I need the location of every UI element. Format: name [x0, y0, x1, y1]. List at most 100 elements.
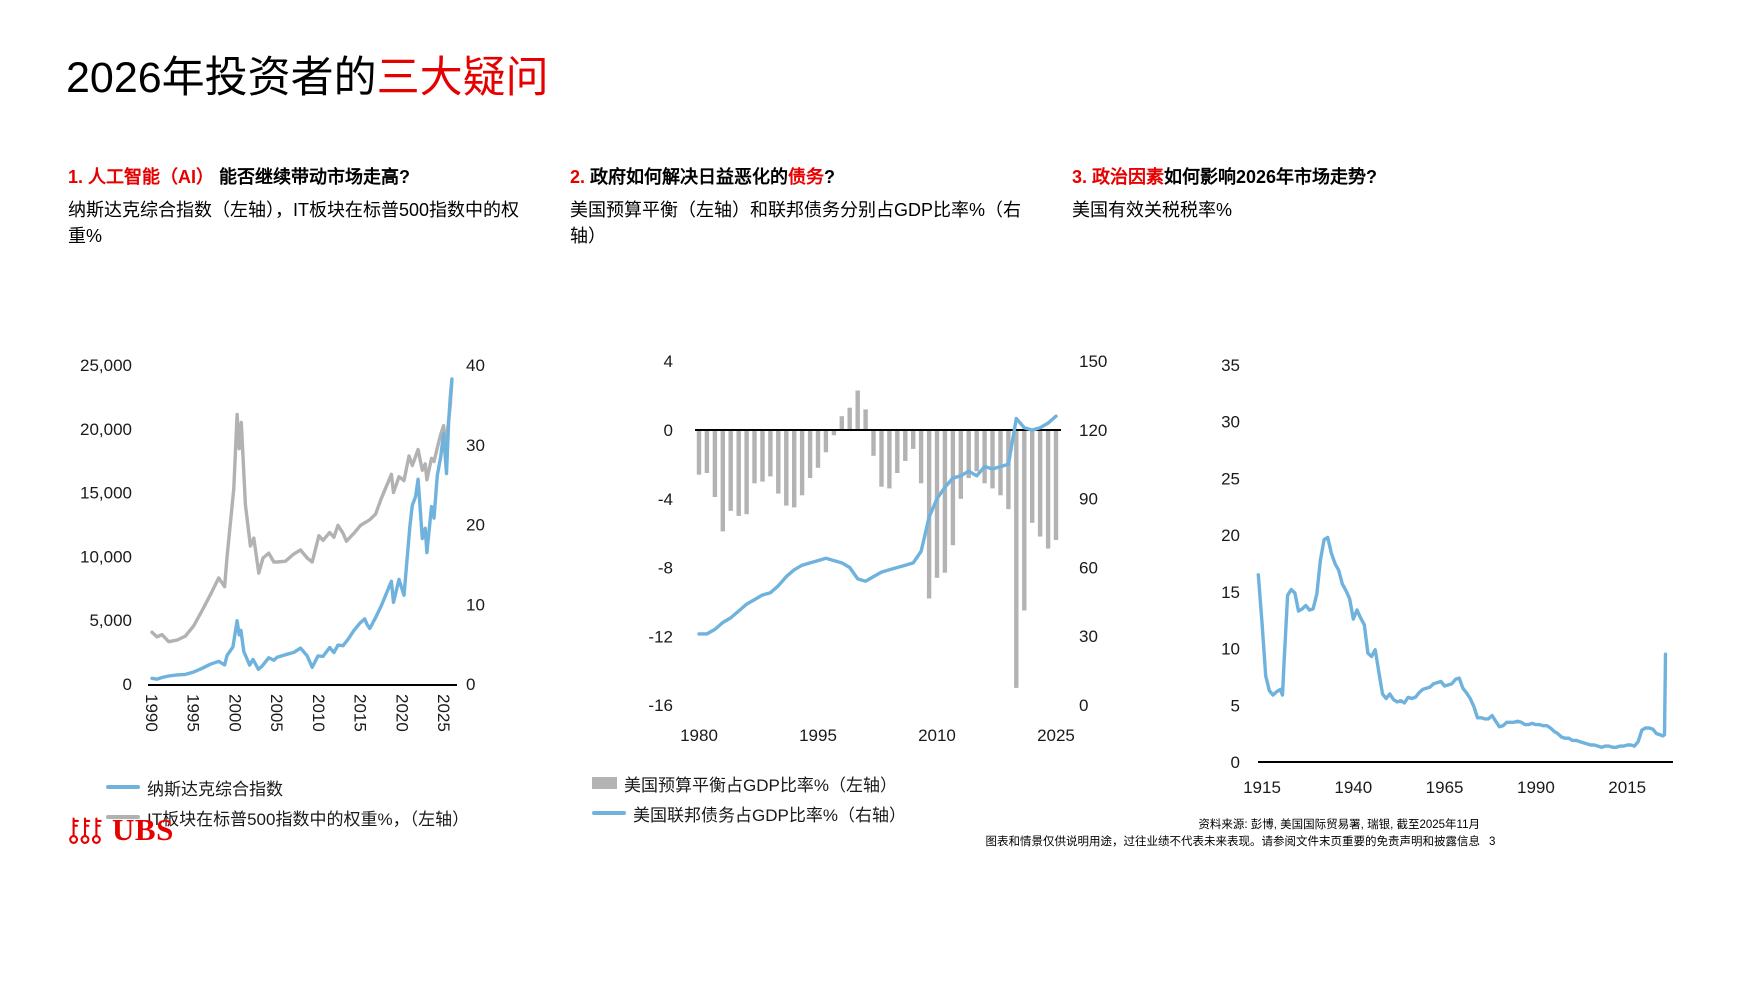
budget-bar [855, 390, 860, 430]
x-axis-tick: 1915 [1243, 778, 1281, 797]
disclaimer-line: 图表和情景仅供说明用途，过往业绩不代表未来表现。请参阅文件末页重要的免责声明和披… [985, 835, 1481, 848]
budget-bar [1022, 430, 1027, 611]
budget-bar [807, 430, 813, 479]
heading-black-part: 能否继续带动市场走高? [214, 167, 411, 187]
chart1-legend: 纳斯达克综合指数 IT板块在标普500指数中的权重%，（左轴） [106, 772, 469, 832]
budget-bar [760, 430, 765, 482]
budget-bar [903, 430, 908, 461]
budget-bar [911, 430, 916, 449]
legend-item: 美国预算平衡占GDP比率%（左轴） [592, 768, 906, 798]
budget-bar [982, 430, 987, 484]
ubs-logo: UBS [66, 812, 174, 848]
x-axis-tick: 2015 [1608, 778, 1646, 797]
right-axis-tick: 60 [1079, 558, 1098, 577]
x-axis-tick: 2020 [392, 694, 411, 732]
right-axis-tick: 30 [466, 436, 485, 455]
legend-label: IT板块在标普500指数中的权重%，（左轴） [147, 809, 470, 829]
budget-bar [823, 430, 829, 453]
y-axis-tick: 15 [1221, 583, 1240, 602]
y-axis-tick: 20 [1221, 526, 1240, 545]
budget-bar [752, 430, 757, 484]
nasdaq-line [150, 377, 454, 681]
right-axis-tick: 40 [466, 356, 485, 375]
budget-bar [696, 430, 702, 475]
x-axis-tick: 1980 [680, 726, 718, 745]
budget-bar [831, 430, 837, 436]
left-axis-tick: 0 [664, 421, 673, 440]
budget-bar [799, 430, 805, 496]
budget-bar [728, 430, 733, 511]
budget-bar [950, 430, 956, 546]
x-axis-tick: 1940 [1334, 778, 1372, 797]
budget-bar [720, 430, 725, 532]
x-axis-tick: 2005 [267, 694, 286, 732]
x-axis-tick: 1995 [799, 726, 837, 745]
x-axis-tick: 2015 [351, 694, 370, 732]
left-axis-tick: 15,000 [80, 484, 132, 503]
legend-item: IT板块在标普500指数中的权重%，（左轴） [106, 802, 469, 832]
y-axis-tick: 0 [1231, 753, 1240, 772]
budget-bar [736, 430, 741, 516]
legend-label: 美国联邦债务占GDP比率%（右轴） [633, 805, 906, 825]
x-axis-tick: 1990 [1517, 778, 1555, 797]
title-black-part: 2026年投资者的 [66, 54, 377, 102]
it-weight-line [150, 379, 454, 644]
left-axis-tick: 0 [123, 675, 132, 694]
page-number: 3 [1489, 836, 1496, 848]
budget-bar [839, 416, 844, 430]
budget-bar [879, 430, 884, 487]
left-axis-tick: 5,000 [89, 611, 132, 630]
section-subtitle: 美国预算平衡（左轴）和联邦债务分别占GDP比率%（右轴） [570, 200, 1022, 246]
x-axis-tick: 2025 [434, 694, 453, 732]
right-axis-tick: 120 [1079, 421, 1107, 440]
left-axis-tick: -16 [648, 696, 673, 715]
nasdaq-it-weight-chart: 0 5,000 10,000 15,000 20,000 25,000 0 10 20 30 40 1… [80, 356, 485, 732]
budget-bar [887, 430, 892, 489]
section-politics: 3. 政治因素如何影响2026年市场走势? 美国有效关税税率% [1072, 166, 1542, 224]
right-axis-tick: 0 [1079, 696, 1088, 715]
legend-label: 美国预算平衡占GDP比率%（左轴） [624, 775, 897, 795]
heading-red-part: 2. [570, 167, 591, 187]
left-axis-tick: -8 [658, 559, 673, 578]
budget-bar [958, 430, 963, 499]
budget-bar [1030, 430, 1035, 523]
right-axis-tick: 0 [466, 675, 475, 694]
budget-bar [1053, 430, 1059, 540]
tariff-line [1256, 535, 1668, 749]
heading-black-part: 如何影响2026年市场走势? [1164, 167, 1378, 187]
budget-bar [918, 430, 924, 484]
left-axis-tick: 4 [664, 352, 673, 371]
x-axis-tick: 1990 [142, 694, 161, 732]
budget-bar [966, 430, 971, 479]
budget-bar [784, 430, 789, 506]
budget-bar [863, 409, 868, 430]
left-axis-tick: -4 [658, 490, 673, 509]
x-axis-tick: 2025 [1037, 726, 1075, 745]
left-axis-tick: -12 [648, 627, 673, 646]
y-axis-tick: 5 [1231, 696, 1240, 715]
x-axis-tick: 2010 [309, 694, 328, 732]
budget-bar [776, 430, 781, 494]
y-axis-tick: 30 [1221, 413, 1240, 432]
legend-label: 纳斯达克综合指数 [147, 779, 283, 799]
budget-bar [847, 407, 852, 430]
x-axis-tick: 1995 [184, 694, 203, 732]
budget-bar-swatch [592, 777, 617, 789]
budget-bar [744, 430, 749, 515]
y-axis-tick: 35 [1221, 356, 1240, 375]
section-heading: 2. 政府如何解决日益恶化的债务? [570, 166, 1030, 189]
budget-bar [712, 430, 718, 497]
right-axis-tick: 90 [1079, 490, 1098, 509]
budget-bar [974, 430, 979, 472]
section-subtitle: 纳斯达克综合指数（左轴），IT板块在标普500指数中的权重% [68, 200, 520, 246]
chart2-legend: 美国预算平衡占GDP比率%（左轴） 美国联邦债务占GDP比率%（右轴） [592, 768, 906, 828]
heading-black-part: ? [824, 167, 836, 187]
heading-black-part: 政府如何解决日益恶化的 [590, 167, 789, 187]
y-axis-tick: 25 [1221, 469, 1240, 488]
section-subtitle: 美国有效关税税率% [1072, 200, 1233, 221]
y-axis-tick: 10 [1221, 640, 1240, 659]
budget-debt-chart: 4 0 -4 -8 -12 -16 150 120 90 60 30 0 1980 1995 2010 202… [648, 352, 1107, 745]
budget-bar [871, 430, 876, 456]
legend-item: 美国联邦债务占GDP比率%（右轴） [592, 798, 906, 828]
